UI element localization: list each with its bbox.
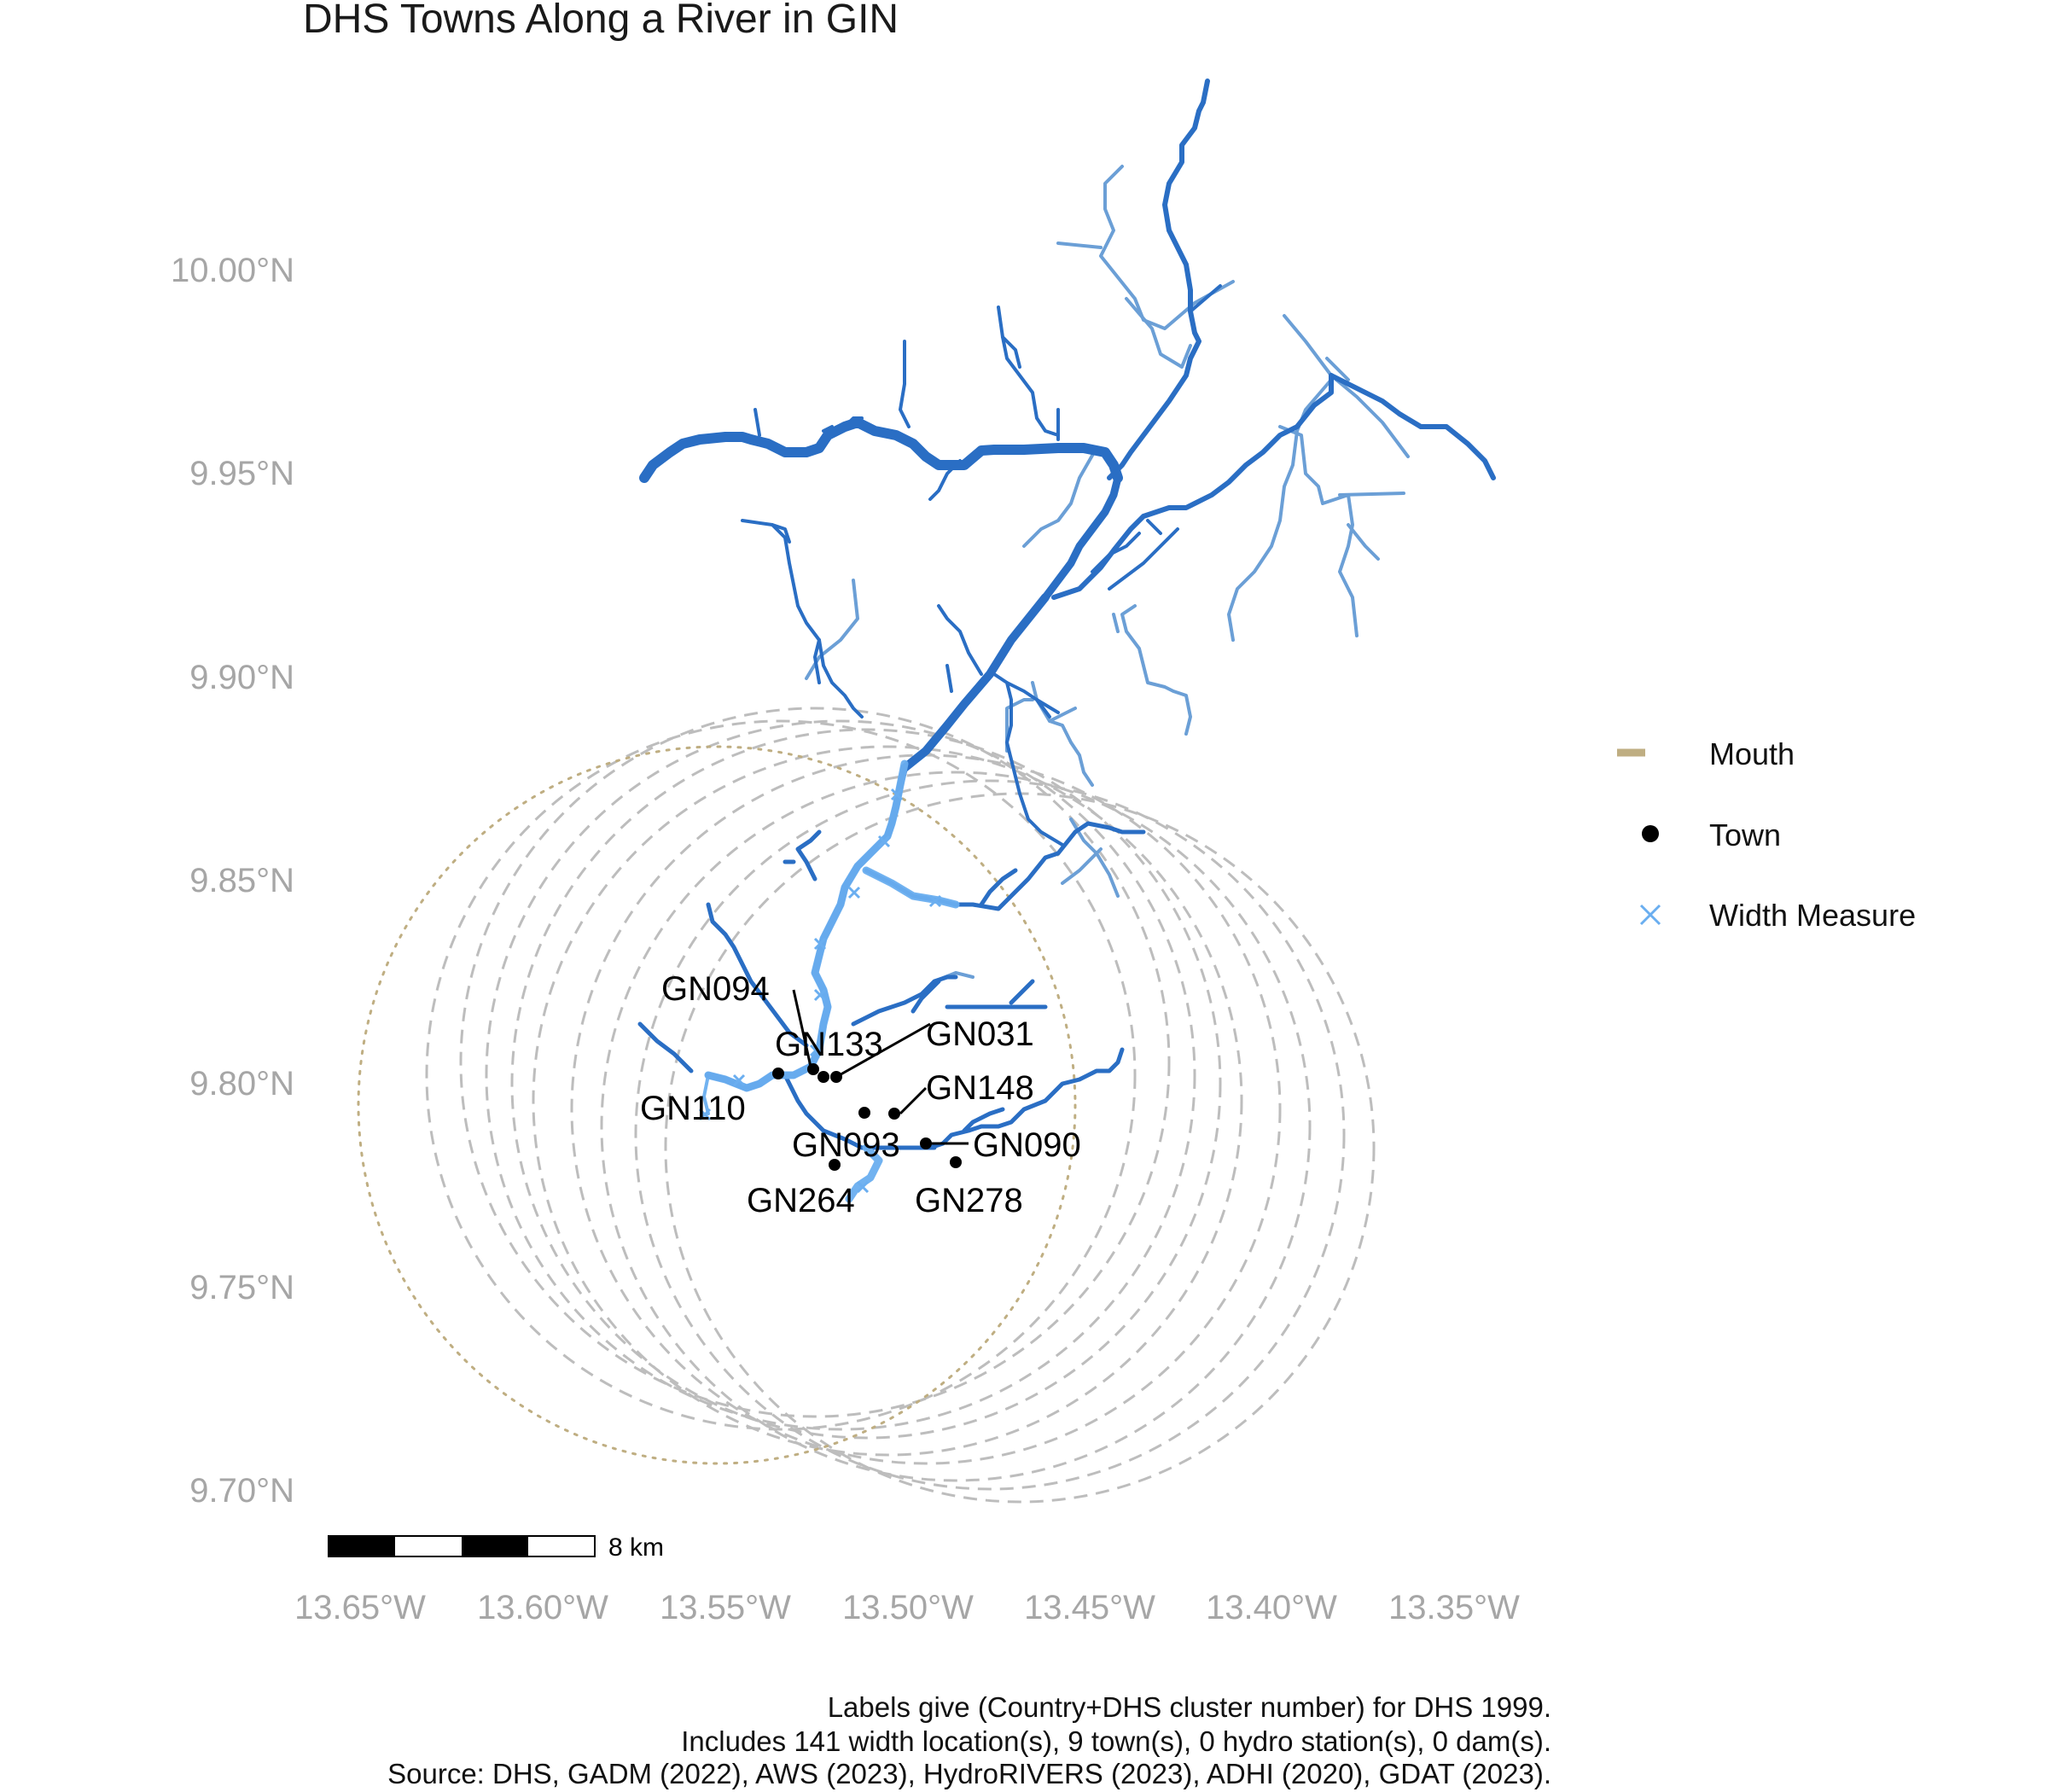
river-network-minor xyxy=(805,165,1410,983)
town-label-gn093: GN093 xyxy=(792,1126,900,1164)
width-measures xyxy=(702,759,960,1203)
x-tick-label: 13.35°W xyxy=(1388,1589,1520,1626)
buffer-circle xyxy=(485,719,1196,1431)
x-tick-label: 13.50°W xyxy=(842,1589,974,1626)
width-measure-markers xyxy=(698,788,942,1194)
scale-bar: 8 km xyxy=(328,1533,664,1562)
legend-mouth-label: Mouth xyxy=(1709,736,1795,771)
buffer-circle xyxy=(600,771,1312,1482)
x-tick-label: 13.40°W xyxy=(1206,1589,1337,1626)
y-axis: 10.00°N 9.95°N 9.90°N 9.85°N 9.80°N 9.75… xyxy=(171,252,294,1510)
buffer-circle xyxy=(459,707,1171,1418)
town-point xyxy=(772,1068,784,1079)
y-tick-label: 9.70°N xyxy=(189,1472,294,1510)
scale-bar-label: 8 km xyxy=(608,1533,664,1562)
buffer-circle xyxy=(532,745,1243,1457)
town-label-gn110: GN110 xyxy=(640,1090,746,1127)
town-label-gn133: GN133 xyxy=(775,1026,883,1063)
map-title: DHS Towns Along a River in GIN xyxy=(303,0,899,42)
y-tick-label: 9.75°N xyxy=(189,1269,294,1306)
x-tick-label: 13.60°W xyxy=(477,1589,608,1626)
town-point xyxy=(807,1063,819,1075)
buffer-circle xyxy=(634,779,1346,1491)
buffer-circle xyxy=(510,728,1222,1440)
town-points xyxy=(772,1063,962,1171)
town-label-gn090: GN090 xyxy=(973,1126,1081,1164)
town-point xyxy=(950,1156,962,1168)
buffer-circle xyxy=(425,719,1137,1431)
town-label-gn148: GN148 xyxy=(926,1069,1034,1107)
town-buffers xyxy=(425,707,1376,1504)
label-leaders xyxy=(792,989,969,1145)
x-tick-label: 13.55°W xyxy=(660,1589,791,1626)
caption: Labels give (Country+DHS cluster number)… xyxy=(387,1691,1551,1789)
town-labels: GN094 GN133 GN031 GN110 GN148 GN093 GN09… xyxy=(640,970,1081,1219)
y-tick-label: 9.85°N xyxy=(189,862,294,899)
caption-line-1: Labels give (Country+DHS cluster number)… xyxy=(828,1691,1551,1723)
y-tick-label: 10.00°N xyxy=(171,252,294,289)
y-tick-label: 9.90°N xyxy=(189,659,294,696)
legend-town-swatch xyxy=(1642,825,1659,842)
town-point xyxy=(920,1137,932,1149)
town-point xyxy=(817,1071,829,1083)
town-label-gn094: GN094 xyxy=(661,970,770,1008)
y-tick-label: 9.80°N xyxy=(189,1065,294,1103)
mouth-buffer-circle xyxy=(357,745,1077,1465)
caption-line-2: Includes 141 width location(s), 9 town(s… xyxy=(681,1725,1551,1757)
caption-line-3: Source: DHS, GADM (2022), AWS (2023), Hy… xyxy=(387,1758,1551,1789)
legend-width-label: Width Measure xyxy=(1709,898,1916,933)
legend-town-label: Town xyxy=(1709,817,1781,852)
town-point xyxy=(829,1159,841,1171)
x-axis: 13.65°W 13.60°W 13.55°W 13.50°W 13.45°W … xyxy=(294,1589,1520,1626)
town-label-gn278: GN278 xyxy=(915,1182,1023,1219)
town-label-gn031: GN031 xyxy=(926,1015,1034,1053)
river-network-main xyxy=(637,79,1496,1150)
town-point xyxy=(888,1108,900,1120)
legend: Mouth Town Width Measure xyxy=(1617,736,1916,933)
y-tick-label: 9.95°N xyxy=(189,455,294,492)
town-point xyxy=(858,1107,870,1119)
x-tick-label: 13.45°W xyxy=(1024,1589,1155,1626)
x-tick-label: 13.65°W xyxy=(294,1589,426,1626)
town-label-gn264: GN264 xyxy=(747,1182,855,1219)
town-point xyxy=(830,1071,842,1083)
legend-width-swatch xyxy=(1639,904,1661,926)
